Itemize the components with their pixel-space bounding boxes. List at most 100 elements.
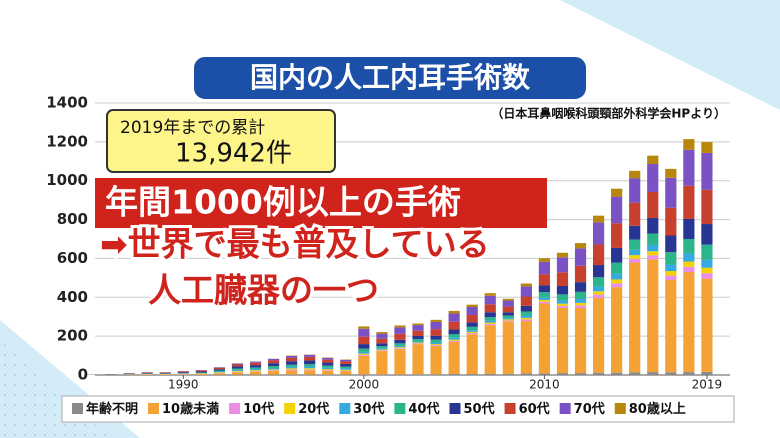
- x-tick-label: 2019: [692, 378, 723, 392]
- bar-segment: [556, 307, 569, 374]
- bar-segment: [538, 303, 551, 374]
- bar-segment: [448, 339, 460, 341]
- legend-label: 30代: [353, 401, 384, 417]
- bar-segment: [448, 334, 460, 338]
- bar-segment: [267, 360, 280, 364]
- legend-swatch: [72, 403, 83, 414]
- bar-segment: [376, 348, 388, 350]
- legend-label: 20代: [298, 401, 329, 417]
- bar-segment: [430, 344, 442, 346]
- bar-segment: [448, 321, 460, 330]
- bar-segment: [231, 371, 244, 373]
- bar-segment: [484, 304, 496, 313]
- bar-segment: [267, 363, 280, 367]
- bar-segment: [574, 307, 587, 374]
- bar-segment: [340, 366, 352, 369]
- bar-segment: [665, 207, 677, 236]
- cumulative-value: 13,942件: [175, 139, 292, 169]
- bar-segment: [376, 374, 388, 375]
- x-tick-label: 2000: [349, 378, 380, 392]
- bar-segment: [556, 252, 569, 258]
- bar-segment: [502, 319, 514, 321]
- legend-swatch: [339, 403, 351, 414]
- chart-title: 国内の人工内耳手術数: [250, 61, 531, 94]
- bar-segment: [647, 372, 659, 375]
- bar-segment: [394, 345, 406, 348]
- bar-segment: [394, 325, 406, 328]
- bar-segment: [466, 374, 478, 375]
- bar-segment: [286, 366, 298, 369]
- bar-segment: [574, 248, 587, 266]
- bar-segment: [629, 372, 641, 375]
- bar-segment: [665, 264, 677, 272]
- bar-segment: [322, 362, 334, 366]
- bar-segment: [322, 374, 334, 375]
- x-tick-label: 1990: [168, 378, 199, 392]
- bar-segment: [141, 374, 153, 375]
- bar-segment: [647, 233, 659, 246]
- bar-segment: [665, 271, 677, 276]
- bar-segment: [611, 188, 623, 197]
- bar-segment: [484, 312, 496, 318]
- bar-segment: [213, 368, 226, 370]
- bar-segment: [231, 372, 244, 375]
- bar-segment: [701, 267, 713, 274]
- bar-segment: [430, 321, 442, 330]
- bar-segment: [502, 373, 514, 375]
- bar-segment: [267, 368, 280, 370]
- bar-segment: [322, 370, 334, 371]
- bar-segment: [376, 349, 388, 351]
- bar-segment: [592, 244, 605, 266]
- bar-segment: [394, 348, 406, 350]
- bar-segment: [304, 366, 316, 369]
- bar-segment: [484, 373, 496, 375]
- bar-segment: [430, 339, 442, 343]
- bar-segment: [322, 357, 334, 360]
- bar-segment: [358, 344, 370, 349]
- bar-segment: [484, 320, 496, 323]
- legend-label: 60代: [519, 401, 550, 417]
- bar-segment: [611, 279, 623, 284]
- bar-segment: [412, 341, 424, 343]
- bar-segment: [665, 252, 677, 265]
- bar-segment: [484, 323, 496, 326]
- bar-segment: [322, 365, 334, 368]
- bar-segment: [322, 369, 334, 371]
- bar-segment: [466, 304, 478, 307]
- bar-segment: [340, 369, 352, 371]
- bar-segment: [556, 286, 569, 295]
- bar-segment: [520, 320, 532, 374]
- bar-segment: [448, 310, 460, 314]
- bar-segment: [520, 296, 532, 306]
- bar-segment: [358, 336, 370, 345]
- bar-segment: [322, 367, 334, 370]
- bar-segment: [430, 329, 442, 336]
- bar-segment: [448, 374, 460, 375]
- bar-segment: [629, 225, 641, 240]
- bar-segment: [448, 341, 460, 375]
- bar-segment: [502, 318, 514, 320]
- bar-segment: [683, 266, 695, 273]
- bar-segment: [647, 191, 659, 219]
- bar-segment: [286, 361, 298, 365]
- bar-segment: [629, 178, 641, 203]
- y-tick-label: 200: [57, 327, 88, 345]
- bar-segment: [340, 359, 352, 362]
- bar-segment: [376, 338, 388, 344]
- bar-segment: [484, 325, 496, 374]
- bar-segment: [249, 361, 262, 363]
- bar-segment: [683, 272, 695, 373]
- bar-segment: [683, 239, 695, 254]
- bar-segment: [502, 300, 514, 307]
- bar-segment: [665, 279, 677, 373]
- bar-segment: [701, 244, 713, 260]
- bar-segment: [322, 370, 334, 375]
- bar-segment: [629, 258, 641, 263]
- bar-segment: [574, 265, 587, 283]
- bar-segment: [412, 323, 424, 326]
- title-box: [192, 55, 588, 101]
- bar-segment: [683, 185, 695, 219]
- bar-segment: [430, 374, 442, 375]
- bar-segment: [340, 363, 352, 367]
- bar-segment: [213, 369, 226, 371]
